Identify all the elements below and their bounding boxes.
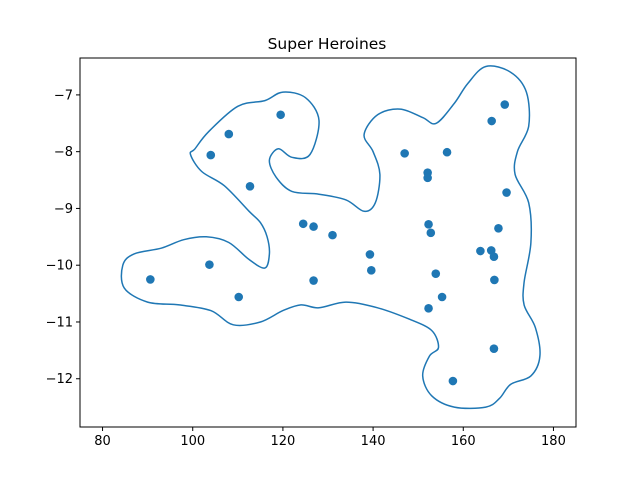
scatter-point [245,181,255,191]
scatter-point [400,149,409,158]
scatter-point [500,100,510,109]
y-tick-label: −12 [46,372,73,387]
contour-line [120,65,541,410]
scatter-point [234,292,244,302]
y-tick-label: −11 [46,315,73,330]
x-tick-label: 160 [451,434,476,449]
x-tick-label: 140 [361,434,386,449]
scatter-point [423,173,432,183]
x-tick-label: 80 [94,434,111,449]
scatter-point [426,228,436,238]
x-tick-label: 120 [270,434,295,449]
scatter-point [206,150,216,160]
scatter-point [489,252,499,261]
scatter-point [298,219,308,229]
scatter-point [502,188,511,197]
y-tick-label: −10 [46,259,73,274]
scatter-point [442,147,452,157]
scatter-point [205,260,214,269]
scatter-point [448,376,458,386]
y-tick-label: −9 [54,202,73,217]
scatter-point [489,344,499,353]
x-tick-label: 180 [541,434,566,449]
x-tick-label: 100 [180,434,205,449]
scatter-point [431,269,441,279]
scatter-point [437,292,447,302]
scatter-point [365,250,375,259]
scatter-point [476,246,485,256]
scatter-point [309,222,318,231]
scatter-point [146,275,155,284]
scatter-point [309,276,318,285]
scatter-point [328,230,337,240]
scatter-point [224,129,234,139]
y-tick-label: −7 [54,88,73,103]
plot-area-frame [79,57,577,428]
scatter-point [487,116,496,126]
scatter-point [366,266,376,275]
scatter-point [276,110,285,120]
scatter-point [424,304,433,313]
chart-title: Super Heroines [268,35,387,53]
scatter-point [490,275,499,285]
scatter-point [424,220,433,229]
scatter-point [494,224,503,233]
y-tick-label: −8 [54,145,73,160]
